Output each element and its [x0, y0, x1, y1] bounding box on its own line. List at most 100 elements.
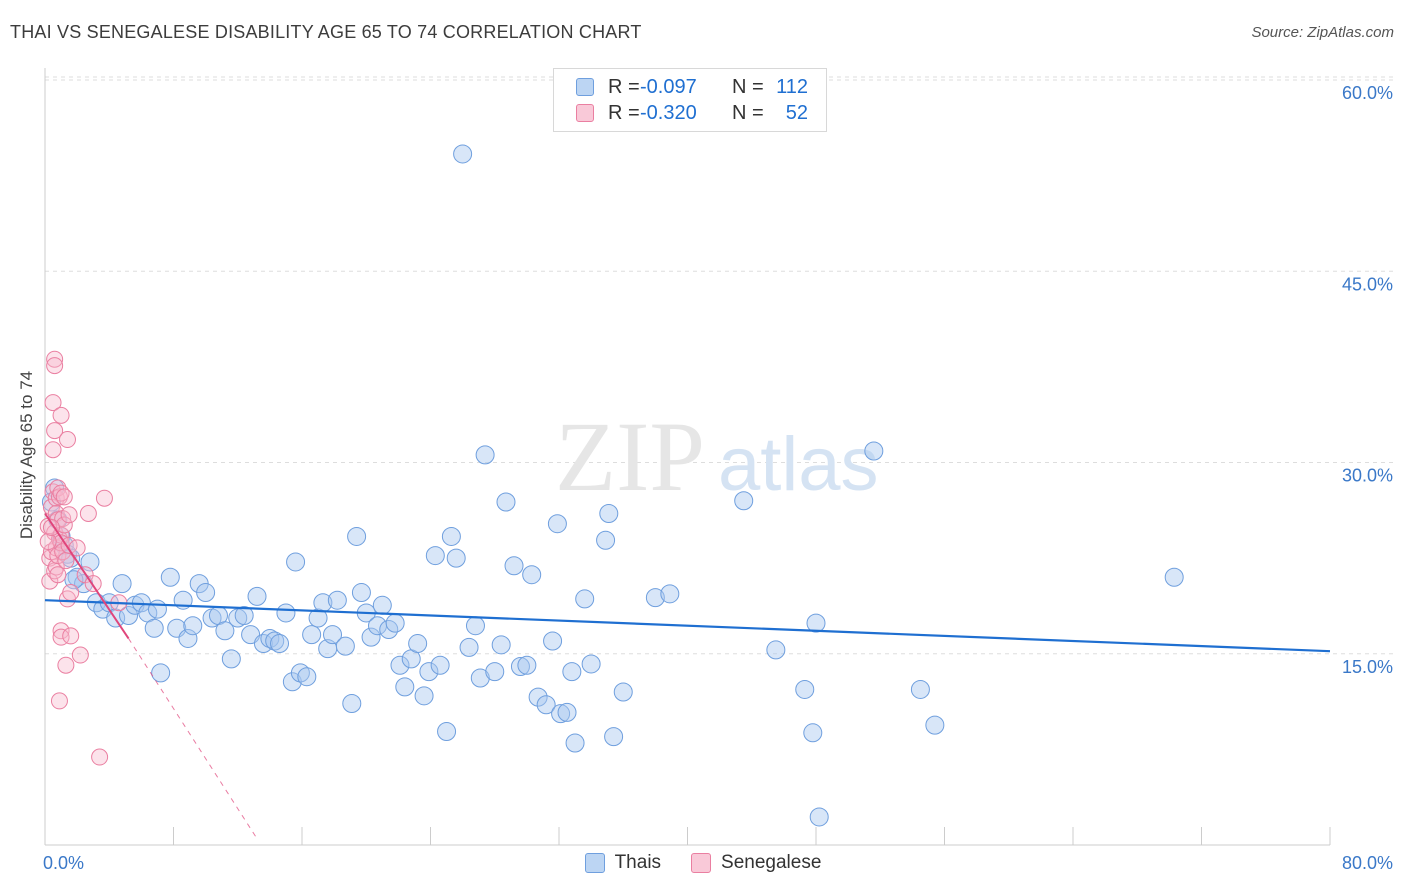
thais-n-label: N = [732, 75, 764, 98]
thais-point [925, 715, 945, 735]
thais-point [1164, 567, 1184, 587]
tick-labels: 15.0% 30.0% 45.0% 60.0% 0.0% 80.0% [43, 83, 1393, 873]
senegalese-point [95, 489, 113, 507]
thais-point [372, 595, 392, 615]
thais-trend-line [44, 599, 1331, 653]
senegalese-point [52, 406, 70, 424]
senegalese-point [60, 506, 78, 524]
senegalese-point [79, 505, 97, 522]
thais-r-value: -0.097 [640, 75, 697, 98]
thais-point [342, 693, 362, 713]
thais-point [297, 667, 317, 687]
thais-point [557, 702, 577, 722]
watermark-zip: ZIP [555, 401, 705, 512]
watermark-atlas: atlas [718, 422, 879, 507]
y-tick-label: 30.0% [1342, 466, 1393, 486]
senegalese-legend-label: Senegalese [721, 852, 822, 873]
thais-point [265, 631, 285, 651]
legend-row-thais: R = -0.097 N = 112 [554, 75, 808, 99]
series-legend: Thais Senegalese [0, 852, 1406, 874]
thais-point [803, 723, 823, 743]
thais-point [437, 722, 457, 742]
senegalese-point [39, 533, 57, 551]
senegalese-n-value: 52 [785, 101, 808, 124]
thais-point [470, 668, 490, 688]
thais-point [766, 640, 786, 660]
correlation-legend: R = -0.097 N = 112 R = -0.320 N = 52 [553, 68, 827, 132]
y-tick-label: 60.0% [1342, 83, 1393, 103]
thais-point [795, 679, 815, 699]
senegalese-point [49, 479, 67, 497]
thais-point [522, 565, 542, 585]
thais-point [446, 548, 466, 568]
thais-point [395, 677, 415, 697]
thais-point [562, 662, 582, 682]
thais-point [276, 603, 296, 623]
thais-point [260, 628, 280, 648]
thais-point [465, 616, 485, 636]
thais-point [234, 606, 254, 625]
thais-point [504, 556, 524, 576]
thais-point [575, 589, 595, 609]
senegalese-point [62, 584, 80, 602]
senegalese-point [46, 422, 64, 440]
thais-point [408, 634, 428, 654]
senegalese-legend-swatch [691, 853, 712, 873]
chart-title: THAI VS SENEGALESE DISABILITY AGE 65 TO … [10, 22, 642, 42]
senegalese-r-label: R = [608, 101, 640, 124]
legend-item-thais[interactable]: Thais [584, 852, 662, 874]
senegalese-point [50, 692, 68, 710]
y-tick-label: 45.0% [1342, 274, 1393, 294]
thais-point [510, 657, 530, 676]
senegalese-point [55, 488, 73, 506]
thais-point [613, 682, 633, 702]
thais-point [430, 655, 450, 675]
thais-point [599, 504, 619, 523]
legend-item-senegalese[interactable]: Senegalese [691, 852, 821, 874]
thais-point [335, 636, 355, 656]
x-tick-label-max: 80.0% [1342, 853, 1393, 873]
thais-point [347, 526, 367, 546]
thais-legend-swatch [584, 853, 605, 873]
gridlines [45, 76, 1395, 655]
senegalese-point [42, 519, 60, 537]
trend-lines [44, 512, 1331, 839]
thais-point [581, 654, 601, 674]
thais-point [734, 491, 754, 511]
thais-point [475, 445, 495, 465]
thais-point [351, 583, 371, 603]
thais-point [119, 606, 139, 625]
thais-point [302, 625, 322, 645]
thais-point [604, 727, 624, 747]
thais-legend-label: Thais [614, 852, 662, 873]
thais-point [660, 584, 680, 604]
thais-point [543, 631, 563, 651]
thais-point [414, 686, 434, 706]
x-tick-label-min: 0.0% [43, 853, 84, 873]
thais-swatch [576, 78, 594, 96]
thais-point [645, 588, 665, 608]
thais-point [565, 733, 585, 753]
senegalese-point [55, 516, 73, 534]
thais-point [809, 807, 829, 827]
thais-point [453, 144, 473, 164]
thais-point [183, 616, 203, 636]
thais-point [547, 514, 567, 534]
thais-point [491, 635, 511, 655]
watermark: ZIP atlas [555, 401, 879, 512]
senegalese-swatch [576, 104, 594, 122]
thais-point [286, 552, 306, 572]
senegalese-trend-line [44, 512, 130, 640]
thais-point [425, 546, 445, 566]
thais-point [864, 441, 884, 461]
thais-point [441, 526, 461, 546]
thais-point [528, 687, 548, 707]
thais-point [596, 530, 616, 550]
senegalese-point [49, 566, 67, 584]
thais-point [390, 655, 410, 675]
thais-point [196, 583, 216, 603]
thais-point [517, 655, 537, 675]
thais-point [551, 704, 571, 724]
senegalese-point [44, 394, 62, 412]
